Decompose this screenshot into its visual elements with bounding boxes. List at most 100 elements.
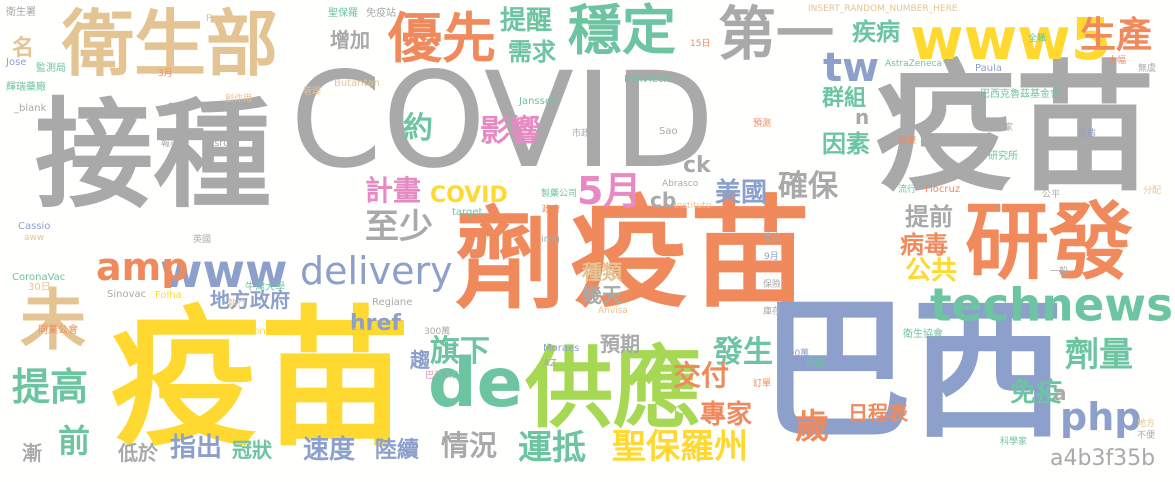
word: 美國	[715, 178, 768, 208]
word: Moraes	[543, 343, 580, 354]
word: zoneid	[248, 326, 281, 337]
word: a4b3f35b	[1050, 446, 1156, 471]
word: 3月	[158, 69, 173, 79]
word: de	[428, 344, 523, 423]
word: cb	[650, 188, 677, 212]
word: Janssen	[519, 96, 558, 107]
word: src	[214, 138, 229, 149]
word: 研究所	[988, 151, 1018, 162]
word: 生產	[1080, 15, 1153, 56]
word: _blank	[14, 103, 47, 114]
word: 至少	[365, 207, 433, 247]
word: 衛生部	[62, 2, 279, 86]
word: 優先	[388, 7, 496, 70]
word: 30日	[28, 282, 51, 293]
word: 執行	[228, 299, 247, 309]
word: 日程表	[848, 401, 908, 425]
word: 分配	[1143, 186, 1162, 196]
word: 穩定	[568, 0, 676, 62]
word: 公共	[905, 256, 958, 286]
word: Paula	[975, 63, 1002, 74]
word: 聖保羅	[328, 8, 358, 19]
word: Anvisa	[598, 306, 628, 316]
word: Fiocruz	[925, 184, 961, 195]
word: 低於	[118, 441, 158, 465]
word: 牛津大學	[245, 282, 285, 293]
word: href	[350, 311, 402, 336]
word: 9月	[764, 252, 779, 262]
word: 保險	[763, 280, 782, 290]
word: 種類	[582, 260, 622, 284]
word: 計畫	[365, 174, 422, 207]
word: 新聞	[168, 103, 187, 113]
word: 公平	[1042, 190, 1061, 200]
word: 疫苗	[570, 185, 810, 324]
word: 全職	[1028, 34, 1047, 44]
word: www	[160, 244, 288, 298]
word: Pfizer	[340, 326, 368, 337]
word: 情況	[441, 429, 498, 462]
word: INSERT_RANDOM_NUMBER_HERE	[808, 4, 958, 14]
word: 約	[403, 111, 433, 146]
word: ck	[683, 153, 711, 178]
word: 指出	[170, 433, 223, 463]
word: 疾病	[852, 18, 900, 46]
word: 中國	[806, 359, 825, 369]
word: Cassio	[18, 221, 51, 232]
word: 提高	[12, 365, 89, 409]
word: 衛生協會	[903, 329, 943, 340]
word: aww	[24, 233, 45, 243]
word: 監測局	[36, 63, 66, 74]
word: 大幅	[1108, 56, 1127, 66]
word: php	[1060, 395, 1142, 439]
word: a	[1053, 381, 1067, 405]
word: AstraZeneca	[885, 59, 942, 69]
word: 巴西	[760, 282, 1064, 459]
word: 訂單	[753, 379, 772, 389]
word: 幾天	[582, 283, 622, 307]
word: 陸續	[375, 438, 420, 463]
word: 影響	[480, 114, 540, 149]
word: Abrasco	[662, 179, 699, 189]
word: 群組	[822, 86, 867, 111]
word: delivery	[300, 249, 453, 293]
word: n	[855, 105, 870, 129]
word: 第一	[718, 0, 835, 68]
word: 劑量	[1065, 335, 1133, 375]
word: 速度	[303, 435, 356, 465]
word: 聖保羅州	[612, 427, 748, 467]
word: 病毒	[900, 231, 948, 259]
word: 北京	[763, 233, 782, 243]
word: 同業公會	[38, 325, 78, 336]
word: 衛生署	[6, 7, 36, 18]
word: 流行	[898, 185, 917, 195]
word: 疫苗	[110, 293, 411, 467]
word: 研發	[965, 193, 1134, 291]
word: AZ	[543, 358, 557, 369]
word: 提醒	[500, 6, 553, 36]
word: 趨	[410, 348, 430, 372]
word: 運抵	[518, 428, 586, 468]
word: 15日	[690, 39, 711, 49]
word: 地方政府	[210, 288, 290, 312]
word: 劑	[455, 196, 565, 324]
word: 5月	[577, 169, 642, 213]
word: amp	[96, 245, 189, 289]
word: BioNTech	[624, 74, 670, 85]
word: COVID	[290, 44, 715, 198]
word: Jose	[6, 57, 27, 68]
word: technews	[930, 279, 1173, 332]
word: 市政	[572, 129, 591, 139]
word: 一般	[1050, 267, 1069, 277]
word: 巴西人口	[425, 371, 462, 381]
word: 交付	[673, 359, 730, 392]
word: 免疫	[1010, 378, 1063, 408]
word: 名	[12, 36, 35, 61]
word: 預測	[753, 119, 772, 129]
word: Regiane	[372, 297, 413, 308]
word: 供應	[525, 337, 702, 440]
word: 管理	[303, 87, 322, 97]
word: 疫苗	[875, 48, 1156, 211]
word: 需求	[508, 38, 556, 66]
word: 接種	[35, 86, 272, 224]
